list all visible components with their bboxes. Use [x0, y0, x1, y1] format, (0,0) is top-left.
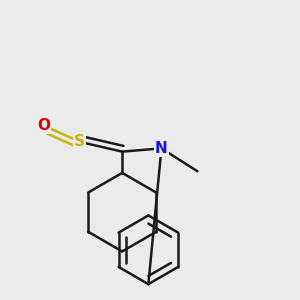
Text: S: S: [74, 134, 85, 149]
Text: O: O: [37, 118, 50, 133]
Text: N: N: [155, 141, 168, 156]
